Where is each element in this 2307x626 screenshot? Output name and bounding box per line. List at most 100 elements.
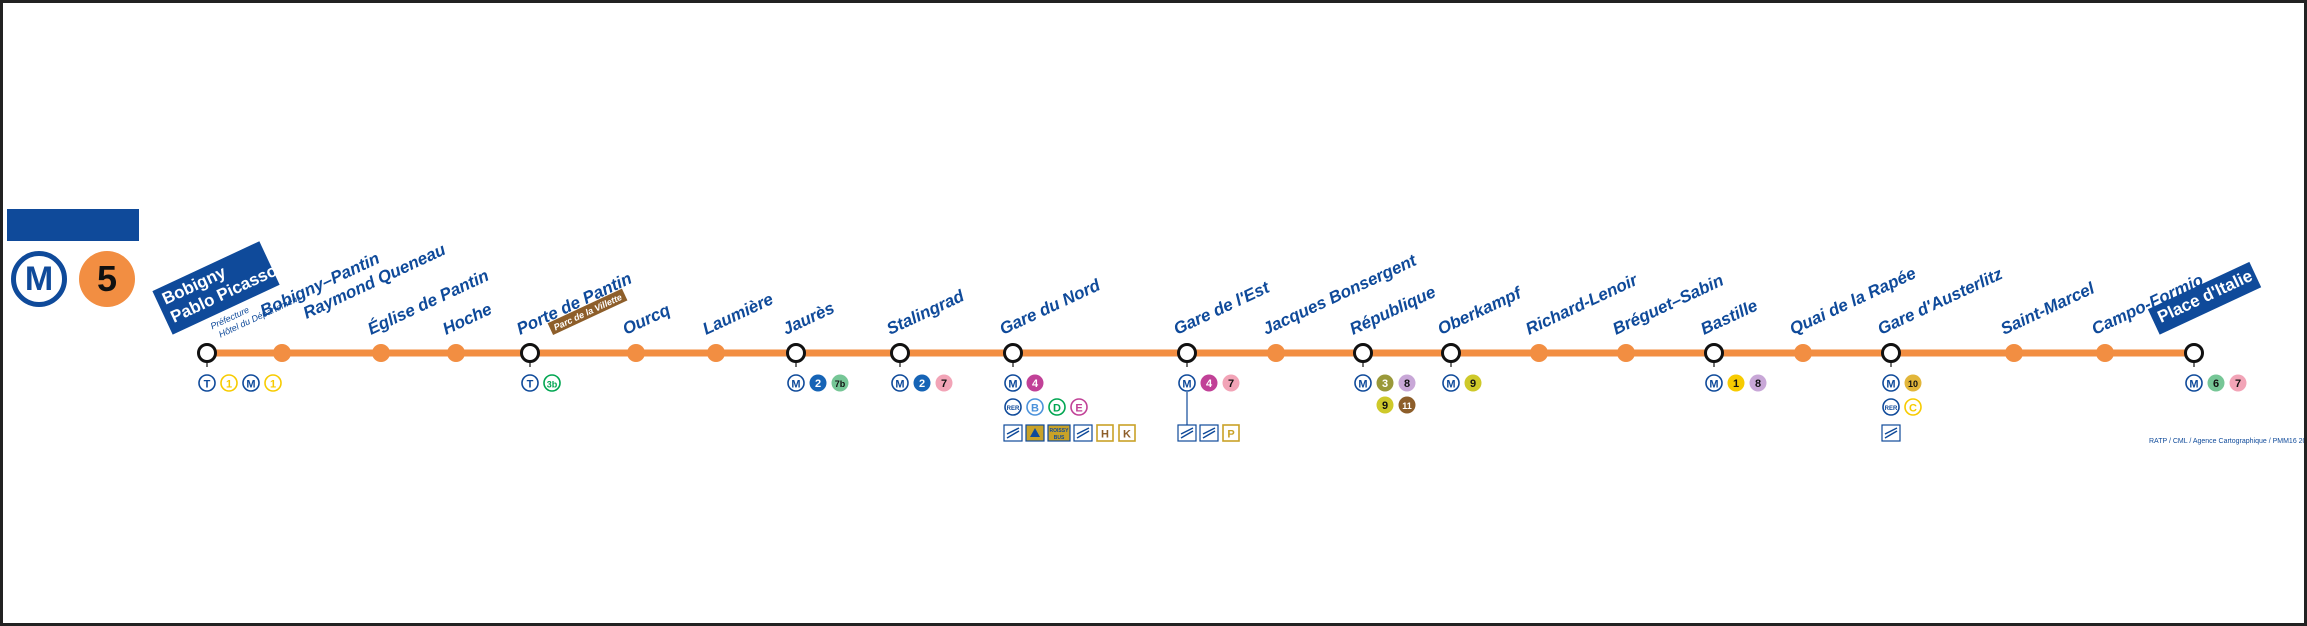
svg-text:T: T <box>204 378 211 390</box>
svg-text:8: 8 <box>1404 378 1410 390</box>
svg-text:7: 7 <box>941 378 947 390</box>
station-label: Gare du Nord <box>997 275 1104 338</box>
connection-m-icon: M <box>1004 374 1022 392</box>
station-label: Bastille <box>1698 296 1761 339</box>
connection-metro-2: 2 <box>913 374 931 392</box>
line-number-badge: 5 <box>79 251 135 307</box>
station-label: Laumière <box>700 289 777 338</box>
station-marker <box>2005 344 2023 362</box>
connection-m-icon: M <box>787 374 805 392</box>
station-label: Gare de l'Est <box>1171 277 1274 338</box>
station-label: Jaurès <box>780 298 838 338</box>
connection-metro-11: 11 <box>1398 396 1416 414</box>
line-header-bar <box>7 209 139 241</box>
service-p: P <box>1222 424 1240 442</box>
svg-text:M: M <box>1008 378 1017 390</box>
station-name: Bastille <box>1698 296 1761 339</box>
station-name: Hoche <box>440 299 495 338</box>
svg-text:M: M <box>2189 378 2198 390</box>
svg-text:C: C <box>1909 402 1917 414</box>
connection-metro-1: 1 <box>220 374 238 392</box>
metro-logo-icon: M <box>11 251 67 307</box>
connection-c-icon: C <box>1904 398 1922 416</box>
station-marker <box>447 344 465 362</box>
connection-metro-10: 10 <box>1904 374 1922 392</box>
svg-text:6: 6 <box>2213 378 2219 390</box>
svg-text:2: 2 <box>815 378 821 390</box>
svg-text:M: M <box>1446 378 1455 390</box>
station-name: Stalingrad <box>884 286 968 339</box>
connection-metro-3: 3 <box>1376 374 1394 392</box>
connection-e-icon: E <box>1070 398 1088 416</box>
svg-text:M: M <box>1182 378 1191 390</box>
station-name: Gare de l'Est <box>1171 277 1274 338</box>
svg-text:M: M <box>246 378 255 390</box>
station-label: Ourcq <box>620 300 674 339</box>
svg-text:D: D <box>1053 402 1061 414</box>
svg-text:9: 9 <box>1470 378 1476 390</box>
station-marker <box>786 343 806 363</box>
station-marker <box>890 343 910 363</box>
station-marker <box>372 344 390 362</box>
station-marker <box>2184 343 2204 363</box>
connection-metro-2: 2 <box>809 374 827 392</box>
connection-metro-9: 9 <box>1464 374 1482 392</box>
train-icon <box>1199 424 1219 442</box>
svg-text:K: K <box>1123 429 1131 441</box>
svg-text:1: 1 <box>1733 378 1739 390</box>
roissy-bus-icon <box>1025 424 1045 442</box>
connection-m-icon: M <box>1354 374 1372 392</box>
svg-text:2: 2 <box>919 378 925 390</box>
svg-text:RER: RER <box>1885 406 1898 412</box>
station-marker <box>2096 344 2114 362</box>
station-marker <box>1441 343 1461 363</box>
svg-text:M: M <box>1358 378 1367 390</box>
connection-m-icon: M <box>891 374 909 392</box>
connection-t-icon: T <box>198 374 216 392</box>
station-19: Saint-Marcel <box>1998 278 2099 362</box>
svg-text:M: M <box>895 378 904 390</box>
svg-text:T: T <box>527 378 534 390</box>
station-name: Jacques Bonsergent <box>1260 250 1421 338</box>
station-name: Saint-Marcel <box>1998 278 2099 338</box>
station-marker <box>707 344 725 362</box>
connection-m-icon: M <box>1705 374 1723 392</box>
rer-icon: RER <box>1004 398 1022 416</box>
svg-text:4: 4 <box>1206 378 1213 390</box>
svg-text:B: B <box>1031 402 1039 414</box>
station-name: Laumière <box>700 289 777 338</box>
connection-metro-3b: 3b <box>543 374 561 392</box>
station-label: Hoche <box>440 299 495 338</box>
connection-metro-8: 8 <box>1398 374 1416 392</box>
station-name: Jaurès <box>780 298 838 338</box>
svg-text:10: 10 <box>1908 379 1918 389</box>
svg-text:1: 1 <box>226 379 232 391</box>
connection-d-icon: D <box>1048 398 1066 416</box>
station-9: Gare du Nord RER <box>997 275 1104 416</box>
svg-text:8: 8 <box>1755 378 1761 390</box>
station-marker <box>1530 344 1548 362</box>
train-icon <box>1073 424 1093 442</box>
connection-metro-1: 1 <box>264 374 282 392</box>
station-marker <box>1704 343 1724 363</box>
svg-text:7: 7 <box>2235 378 2241 390</box>
station-marker <box>520 343 540 363</box>
train-icon <box>1881 424 1901 442</box>
connection-t-icon: T <box>521 374 539 392</box>
connection-metro-7: 7 <box>935 374 953 392</box>
connection-metro-8: 8 <box>1749 374 1767 392</box>
station-label: Oberkampf <box>1435 282 1526 338</box>
svg-text:RER: RER <box>1007 406 1020 412</box>
station-marker <box>197 343 217 363</box>
rer-icon: RER <box>1882 398 1900 416</box>
svg-text:M: M <box>1709 378 1718 390</box>
station-marker <box>1003 343 1023 363</box>
connection-metro-9: 9 <box>1376 396 1394 414</box>
connection-m-icon: M <box>1442 374 1460 392</box>
station-marker <box>1881 343 1901 363</box>
station-7: Jaurès <box>780 298 838 367</box>
station-marker <box>627 344 645 362</box>
